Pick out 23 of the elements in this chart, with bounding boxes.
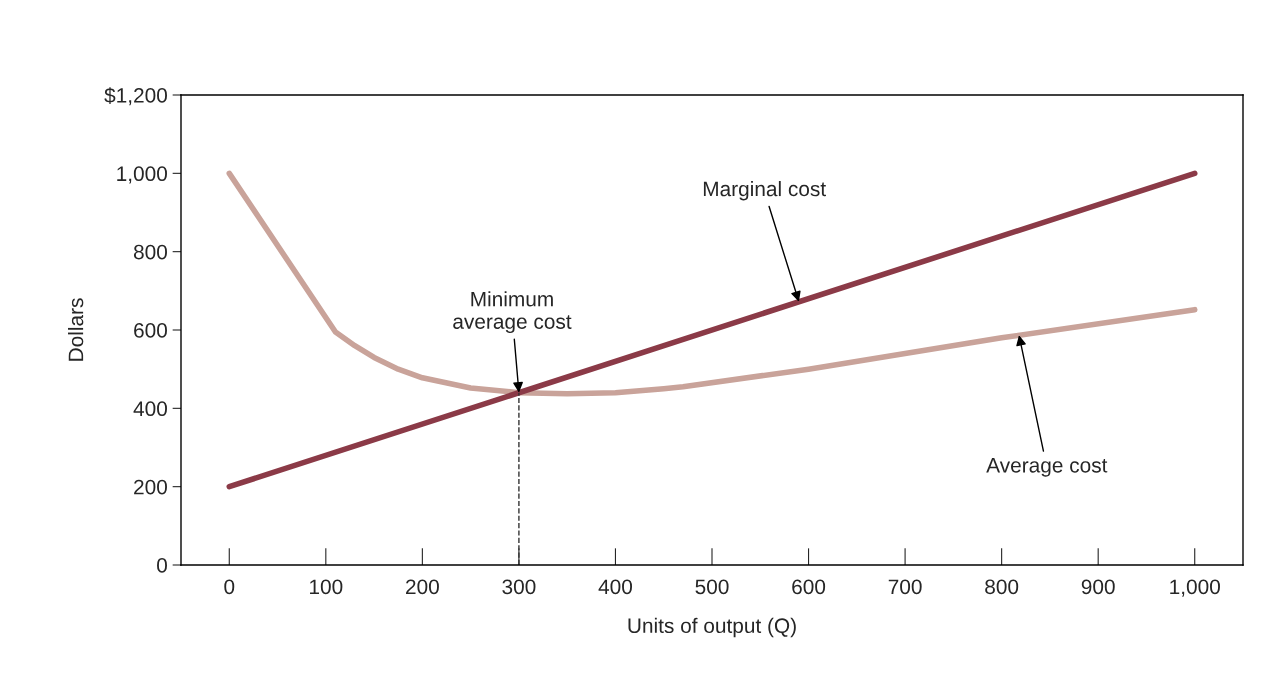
x-tick-label: 900 [1081, 579, 1115, 595]
y-tick-label: 400 [133, 401, 167, 417]
y-tick-label: 800 [133, 244, 167, 260]
x-tick-label: 600 [792, 579, 826, 595]
y-tick-label: 200 [134, 479, 167, 495]
x-axis-title: Units of output (Q) [628, 617, 796, 638]
x-tick-label: 1,000 [1170, 579, 1220, 597]
y-tick-label: 1,000 [117, 166, 167, 184]
y-tick-label: $1,200 [104, 87, 167, 106]
annotation: Minimum average cost [453, 291, 572, 334]
x-tick-label: 200 [406, 579, 439, 595]
x-tick-label: 800 [985, 579, 1019, 595]
x-tick-label: 700 [888, 579, 922, 595]
y-tick-label: 600 [134, 323, 167, 338]
x-tick-label: 300 [502, 579, 536, 595]
x-tick-label: 100 [310, 579, 343, 595]
y-axis-title: Dollars [68, 298, 84, 361]
x-tick-label: 0 [224, 579, 235, 595]
y-tick-label: 0 [157, 558, 167, 573]
annotation: Marginal cost [703, 180, 826, 201]
annotation: Average cost [986, 458, 1108, 477]
x-tick-label: 400 [598, 579, 633, 595]
x-tick-label: 500 [695, 579, 729, 595]
